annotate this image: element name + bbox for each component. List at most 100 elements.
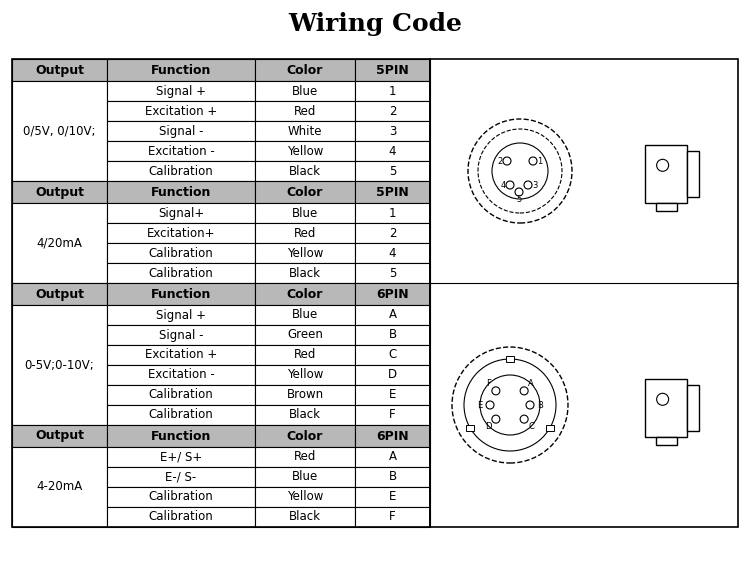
Bar: [355, 101, 430, 121]
Bar: [355, 425, 430, 447]
Text: 6PIN: 6PIN: [376, 287, 409, 300]
Bar: [687, 151, 699, 197]
Text: A: A: [388, 451, 397, 464]
Bar: [12, 447, 107, 527]
Bar: [255, 425, 355, 447]
Bar: [107, 365, 255, 385]
Bar: [255, 181, 355, 203]
Text: Excitation +: Excitation +: [145, 348, 218, 361]
Text: E-/ S-: E-/ S-: [165, 471, 196, 484]
Bar: [355, 243, 430, 263]
Text: Calibration: Calibration: [148, 389, 213, 402]
Text: Black: Black: [289, 266, 321, 279]
Text: Output: Output: [35, 185, 84, 199]
Text: 2: 2: [497, 156, 502, 166]
Text: Wiring Code: Wiring Code: [288, 12, 462, 36]
Bar: [107, 203, 255, 223]
Text: Output: Output: [35, 430, 84, 443]
Bar: [12, 81, 107, 181]
Bar: [255, 263, 355, 283]
Text: 5: 5: [516, 195, 522, 204]
Bar: [355, 223, 430, 243]
Bar: [546, 425, 554, 431]
Text: Signal +: Signal +: [156, 308, 206, 321]
Text: Function: Function: [151, 185, 211, 199]
Text: Signal -: Signal -: [159, 125, 203, 138]
Bar: [255, 243, 355, 263]
Text: 5PIN: 5PIN: [376, 64, 409, 76]
Bar: [255, 203, 355, 223]
Bar: [12, 283, 107, 305]
Text: Excitation -: Excitation -: [148, 369, 214, 381]
Text: Function: Function: [151, 287, 211, 300]
Text: E: E: [388, 389, 396, 402]
Bar: [255, 467, 355, 487]
Text: Calibration: Calibration: [148, 490, 213, 504]
Text: E+/ S+: E+/ S+: [160, 451, 202, 464]
Bar: [107, 425, 255, 447]
Text: Excitation +: Excitation +: [145, 105, 218, 118]
Text: Blue: Blue: [292, 207, 318, 220]
Text: Yellow: Yellow: [286, 246, 323, 259]
Text: Color: Color: [286, 64, 323, 76]
Bar: [355, 385, 430, 405]
Text: 4-20mA: 4-20mA: [36, 480, 82, 493]
Bar: [12, 305, 107, 425]
Bar: [12, 203, 107, 283]
Text: 2: 2: [388, 105, 396, 118]
Bar: [107, 405, 255, 425]
Text: Red: Red: [294, 226, 316, 240]
Text: 4/20mA: 4/20mA: [37, 237, 82, 249]
Bar: [355, 325, 430, 345]
Text: Green: Green: [287, 328, 323, 341]
Bar: [687, 385, 699, 431]
Text: Black: Black: [289, 510, 321, 523]
Bar: [430, 59, 738, 527]
Text: A: A: [388, 308, 397, 321]
Bar: [355, 405, 430, 425]
Bar: [255, 223, 355, 243]
Bar: [355, 345, 430, 365]
Text: Red: Red: [294, 105, 316, 118]
Bar: [255, 345, 355, 365]
Bar: [355, 203, 430, 223]
Text: Signal+: Signal+: [158, 207, 204, 220]
Text: Red: Red: [294, 451, 316, 464]
Text: 4: 4: [388, 246, 396, 259]
Text: 0-5V;0-10V;: 0-5V;0-10V;: [25, 358, 94, 372]
Text: Blue: Blue: [292, 308, 318, 321]
Bar: [107, 283, 255, 305]
Bar: [355, 181, 430, 203]
Text: Black: Black: [289, 164, 321, 178]
Text: Excitation+: Excitation+: [147, 226, 215, 240]
Text: 5: 5: [388, 266, 396, 279]
Bar: [12, 59, 430, 527]
Text: Yellow: Yellow: [286, 145, 323, 158]
Bar: [355, 283, 430, 305]
Text: F: F: [389, 510, 396, 523]
Bar: [645, 379, 687, 437]
Text: 1: 1: [537, 156, 542, 166]
Bar: [255, 365, 355, 385]
Text: B: B: [388, 328, 397, 341]
Text: 3: 3: [532, 180, 538, 189]
Bar: [107, 101, 255, 121]
Text: 2: 2: [388, 226, 396, 240]
Bar: [355, 59, 430, 81]
Bar: [107, 121, 255, 141]
Text: Color: Color: [286, 287, 323, 300]
Text: Color: Color: [286, 430, 323, 443]
Text: E: E: [388, 490, 396, 504]
Bar: [645, 145, 687, 203]
Text: E: E: [477, 401, 483, 410]
Bar: [355, 305, 430, 325]
Bar: [355, 121, 430, 141]
Text: Signal -: Signal -: [159, 328, 203, 341]
Bar: [255, 447, 355, 467]
Text: 1: 1: [388, 85, 396, 97]
Text: 6PIN: 6PIN: [376, 430, 409, 443]
Bar: [107, 141, 255, 161]
Text: 1: 1: [388, 207, 396, 220]
Bar: [255, 121, 355, 141]
Text: Signal +: Signal +: [156, 85, 206, 97]
